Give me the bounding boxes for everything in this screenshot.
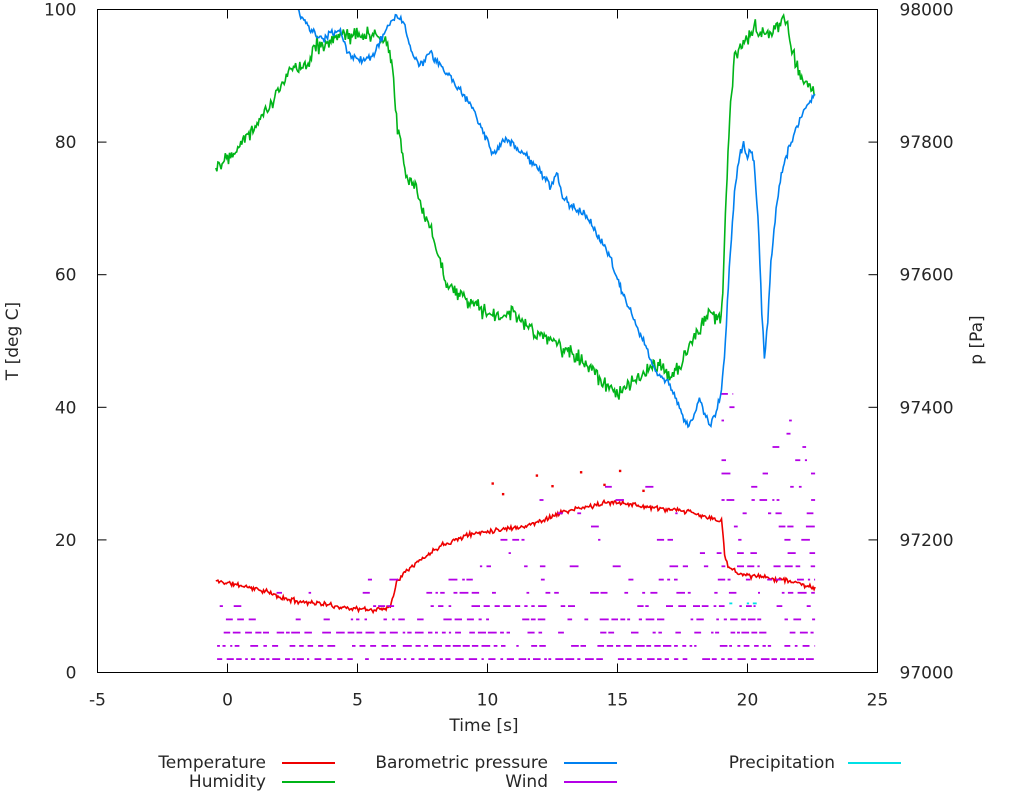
tick-labels: -5 0 5 10 15 20 25 0 20 40 60 80 100 97000 97200 97400 9…	[44, 1, 954, 711]
svg-text:97800: 97800	[900, 133, 954, 153]
legend-label-wind: Wind	[505, 772, 548, 792]
svg-text:97000: 97000	[900, 664, 954, 684]
svg-text:60: 60	[55, 266, 77, 286]
legend-label-barometric-pressure: Barometric pressure	[375, 753, 548, 773]
svg-text:40: 40	[55, 398, 77, 418]
plot-canvas: -5 0 5 10 15 20 25 0 20 40 60 80 100 97000 97200 97400 9…	[44, 1, 954, 711]
series-barometric-pressure	[296, 9, 816, 429]
series-layer	[215, 9, 816, 660]
svg-text:100: 100	[44, 1, 76, 21]
svg-text:97200: 97200	[900, 531, 954, 551]
legend-line-precipitation	[848, 762, 901, 764]
legend: Temperature Humidity Barometric pressure…	[0, 748, 1024, 800]
svg-text:15: 15	[607, 691, 629, 711]
svg-text:80: 80	[55, 133, 77, 153]
legend-line-humidity	[282, 781, 335, 783]
legend-label-humidity: Humidity	[188, 772, 266, 792]
series-precipitation	[729, 602, 757, 605]
svg-text:10: 10	[477, 691, 499, 711]
svg-text:5: 5	[352, 691, 363, 711]
legend-line-wind	[564, 781, 617, 783]
svg-text:98000: 98000	[900, 1, 954, 21]
axes	[97, 9, 878, 673]
svg-text:97600: 97600	[900, 266, 954, 286]
plot-border	[97, 9, 878, 673]
series-temperature	[215, 469, 816, 615]
series-wind	[217, 393, 816, 660]
right-axis-label: p [Pa]	[967, 315, 987, 365]
svg-text:25: 25	[867, 691, 889, 711]
svg-text:97400: 97400	[900, 398, 954, 418]
legend-label-precipitation: Precipitation	[728, 753, 835, 773]
series-humidity	[215, 12, 816, 400]
svg-text:-5: -5	[89, 691, 106, 711]
left-axis-label: T [deg C]	[3, 301, 23, 381]
svg-text:20: 20	[55, 531, 77, 551]
x-axis-label: Time [s]	[449, 716, 519, 736]
legend-label-temperature: Temperature	[158, 753, 266, 773]
legend-line-barometric-pressure	[564, 762, 617, 764]
svg-text:0: 0	[222, 691, 233, 711]
svg-text:20: 20	[737, 691, 759, 711]
legend-line-temperature	[282, 762, 335, 764]
svg-text:0: 0	[66, 664, 77, 684]
